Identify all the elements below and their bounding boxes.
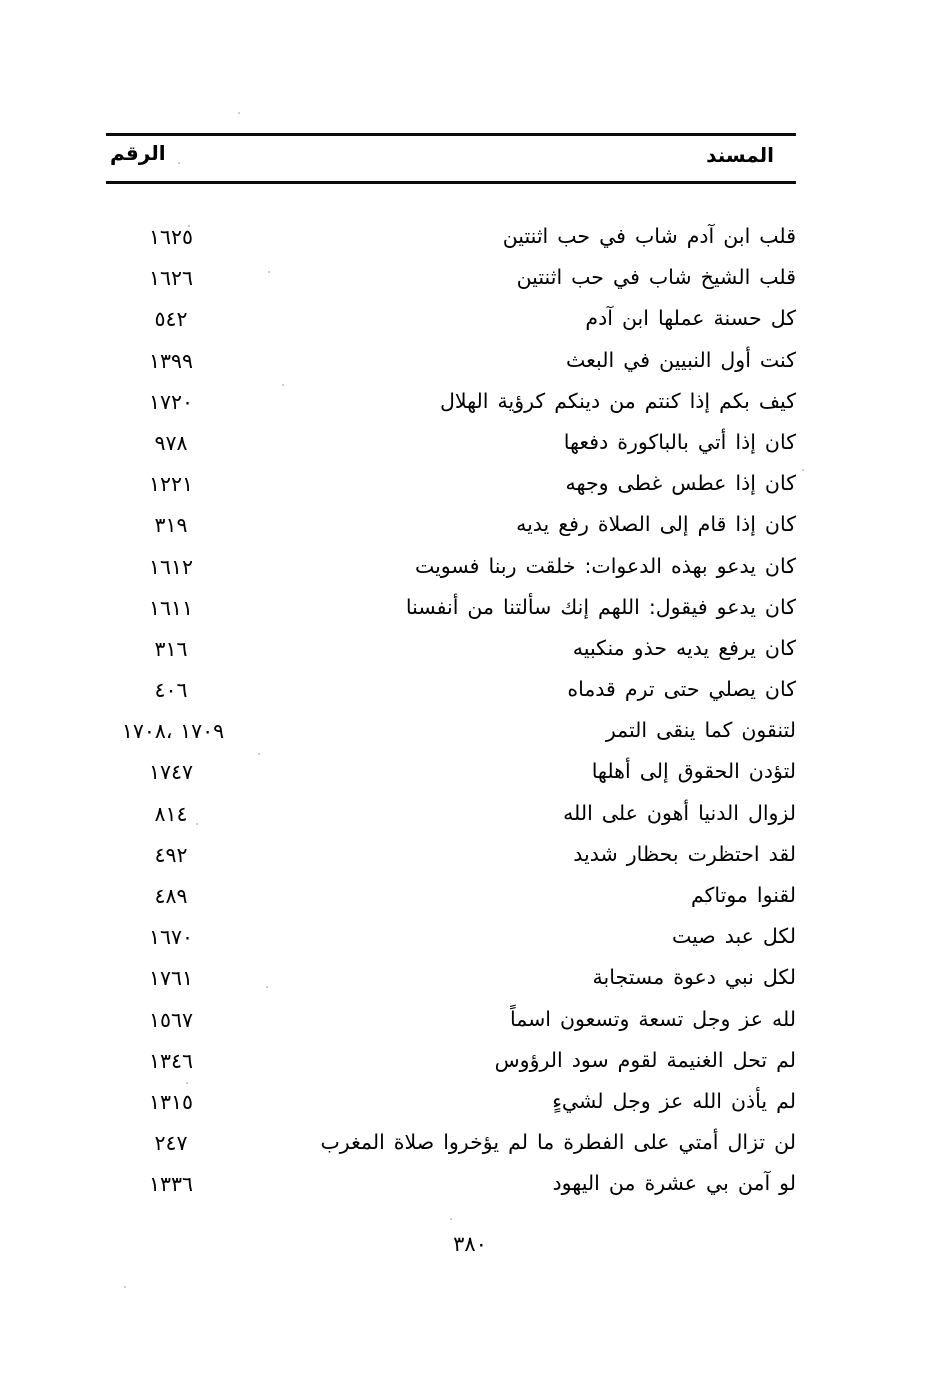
entry-title: كان إذا عطس غطى وجهه xyxy=(565,471,796,496)
table-row: لكل عبد صيت ١٦٧٠ xyxy=(106,922,796,963)
table-row: قلب الشيخ شاب في حب اثنتين ١٦٢٦ xyxy=(106,263,796,304)
entry-title: كان يرفع يديه حذو منكبيه xyxy=(572,635,796,660)
index-rows: قلب ابن آدم شاب في حب اثنتين ١٦٢٥ قلب الشي… xyxy=(106,222,796,1211)
entry-title: لن تزال أمتي على الفطرة ما لم يؤخروا صلا… xyxy=(320,1130,796,1155)
table-row: كان إذا قام إلى الصلاة رفع يديه ٣١٩ xyxy=(106,510,796,551)
entry-number: ١٧٦١ xyxy=(148,966,194,991)
entry-number: ٤٩٢ xyxy=(154,842,188,867)
table-row: لزوال الدنيا أهون على الله ٨١٤ xyxy=(106,799,796,840)
table-top-rule xyxy=(106,133,796,136)
entry-title: لقد احتظرت بحظار شديد xyxy=(573,841,796,866)
scan-speckle xyxy=(186,1082,188,1084)
scan-speckle xyxy=(124,1286,126,1288)
scan-speckle xyxy=(450,1218,452,1220)
table-row: كل حسنة عملها ابن آدم ٥٤٢ xyxy=(106,304,796,345)
entry-title: لكل نبي دعوة مستجابة xyxy=(592,965,796,990)
table-row: كان يدعو بهذه الدعوات: خلقت ربنا فسويت ١٦… xyxy=(106,552,796,593)
table-row: لقد احتظرت بحظار شديد ٤٩٢ xyxy=(106,840,796,881)
entry-number: ١٣٩٩ xyxy=(148,348,194,373)
entry-title: لكل عبد صيت xyxy=(671,924,796,949)
table-row: لله عز وجل تسعة وتسعون اسماً ١٥٦٧ xyxy=(106,1005,796,1046)
entry-number: ٤٨٩ xyxy=(154,884,188,908)
table-row: لتنقون كما ينقى التمر ١٧٠٩ ،١٧٠٨ xyxy=(106,716,796,757)
table-row: لم تحل الغنيمة لقوم سود الرؤوس ١٣٤٦ xyxy=(106,1046,796,1087)
entry-title: كان إذا أتي بالباكورة دفعها xyxy=(563,429,796,454)
entry-number: ٢٤٧ xyxy=(154,1131,188,1156)
entry-number: ١٥٦٧ xyxy=(148,1007,194,1032)
entry-title: كل حسنة عملها ابن آدم xyxy=(585,306,796,331)
column-header-musnad: المسند xyxy=(706,143,774,167)
entry-title: كنت أول النبيين في البعث xyxy=(566,347,796,372)
table-row: لو آمن بي عشرة من اليهود ١٣٣٦ xyxy=(106,1169,796,1210)
scan-speckle xyxy=(266,986,268,988)
entry-title: لزوال الدنيا أهون على الله xyxy=(563,800,796,825)
scan-speckle xyxy=(802,469,804,471)
entry-number: ١٦١٢ xyxy=(148,554,194,579)
entry-title: قلب الشيخ شاب في حب اثنتين xyxy=(516,265,796,290)
entry-number: ٥٤٢ xyxy=(154,307,188,332)
entry-number: ٨١٤ xyxy=(154,801,188,826)
table-row: لقنوا موتاكم ٤٨٩ xyxy=(106,881,796,922)
table-row: قلب ابن آدم شاب في حب اثنتين ١٦٢٥ xyxy=(106,222,796,263)
table-row: كان يدعو فيقول: اللهم إنك سألتنا من أنفس… xyxy=(106,593,796,634)
entry-number: ١٧٢٠ xyxy=(148,389,194,414)
entry-title: كان إذا قام إلى الصلاة رفع يديه xyxy=(516,512,796,537)
table-row: كان يصلي حتى ترم قدماه ٤٠٦ xyxy=(106,675,796,716)
table-row: لتؤدن الحقوق إلى أهلها ١٧٤٧ xyxy=(106,757,796,798)
column-header-number: الرقم xyxy=(110,141,166,165)
entry-number: ١٣٤٦ xyxy=(148,1048,194,1073)
entry-title: كان يدعو فيقول: اللهم إنك سألتنا من أنفس… xyxy=(405,594,796,619)
entry-number: ١٦١١ xyxy=(148,595,194,620)
entry-title: لم تحل الغنيمة لقوم سود الرؤوس xyxy=(494,1047,796,1072)
page-number: ٣٨٠ xyxy=(453,1232,487,1256)
table-row: كان إذا أتي بالباكورة دفعها ٩٧٨ xyxy=(106,428,796,469)
entry-title: كان يدعو بهذه الدعوات: خلقت ربنا فسويت xyxy=(414,553,796,578)
entry-number: ١٦٢٦ xyxy=(148,266,194,291)
entry-number: ١٣١٥ xyxy=(148,1089,194,1114)
entry-title: لو آمن بي عشرة من اليهود xyxy=(552,1171,796,1196)
entry-number: ١٧٤٧ xyxy=(148,760,194,785)
entry-number: ٩٧٨ xyxy=(154,430,188,455)
table-bottom-rule xyxy=(106,181,796,184)
entry-title: لقنوا موتاكم xyxy=(690,883,796,907)
scan-speckle xyxy=(268,271,270,273)
entry-number: ٣١٩ xyxy=(154,513,188,538)
entry-number: ١٢٢١ xyxy=(148,472,194,497)
scan-speckle xyxy=(282,384,284,386)
entry-number: ١٣٣٦ xyxy=(148,1172,194,1197)
table-row: لن تزال أمتي على الفطرة ما لم يؤخروا صلا… xyxy=(106,1128,796,1169)
entry-number: ٤٠٦ xyxy=(154,678,188,703)
entry-title: لم يأذن الله عز وجل لشيءٍ xyxy=(552,1088,796,1113)
entry-number: ١٦٧٠ xyxy=(148,925,194,950)
table-header-row: المسند الرقم xyxy=(106,136,796,181)
scan-speckle xyxy=(188,225,190,227)
entry-number: ١٦٢٥ xyxy=(148,225,194,249)
scan-speckle xyxy=(705,903,707,905)
entry-title: لتنقون كما ينقى التمر xyxy=(605,718,796,743)
entry-number: ٣١٦ xyxy=(154,636,188,661)
table-row: لم يأذن الله عز وجل لشيءٍ ١٣١٥ xyxy=(106,1087,796,1128)
table-row: كيف بكم إذا كنتم من دينكم كرؤية الهلال ١٧… xyxy=(106,387,796,428)
entry-title: قلب ابن آدم شاب في حب اثنتين xyxy=(502,224,796,248)
entry-title: لتؤدن الحقوق إلى أهلها xyxy=(591,759,796,784)
entry-title: كيف بكم إذا كنتم من دينكم كرؤية الهلال xyxy=(439,388,796,413)
table-row: كنت أول النبيين في البعث ١٣٩٩ xyxy=(106,346,796,387)
scan-speckle xyxy=(258,753,260,755)
scan-speckle xyxy=(238,112,240,114)
scan-speckle xyxy=(178,162,180,164)
entry-title: كان يصلي حتى ترم قدماه xyxy=(567,677,796,702)
table-row: كان يرفع يديه حذو منكبيه ٣١٦ xyxy=(106,634,796,675)
scan-speckle xyxy=(196,823,198,825)
entry-title: لله عز وجل تسعة وتسعون اسماً xyxy=(509,1006,796,1031)
table-row: لكل نبي دعوة مستجابة ١٧٦١ xyxy=(106,963,796,1004)
index-table: المسند الرقم قلب ابن آدم شاب في حب اثنتي… xyxy=(106,133,796,1211)
entry-number: ١٧٠٩ ،١٧٠٨ xyxy=(121,719,225,744)
table-row: كان إذا عطس غطى وجهه ١٢٢١ xyxy=(106,469,796,510)
